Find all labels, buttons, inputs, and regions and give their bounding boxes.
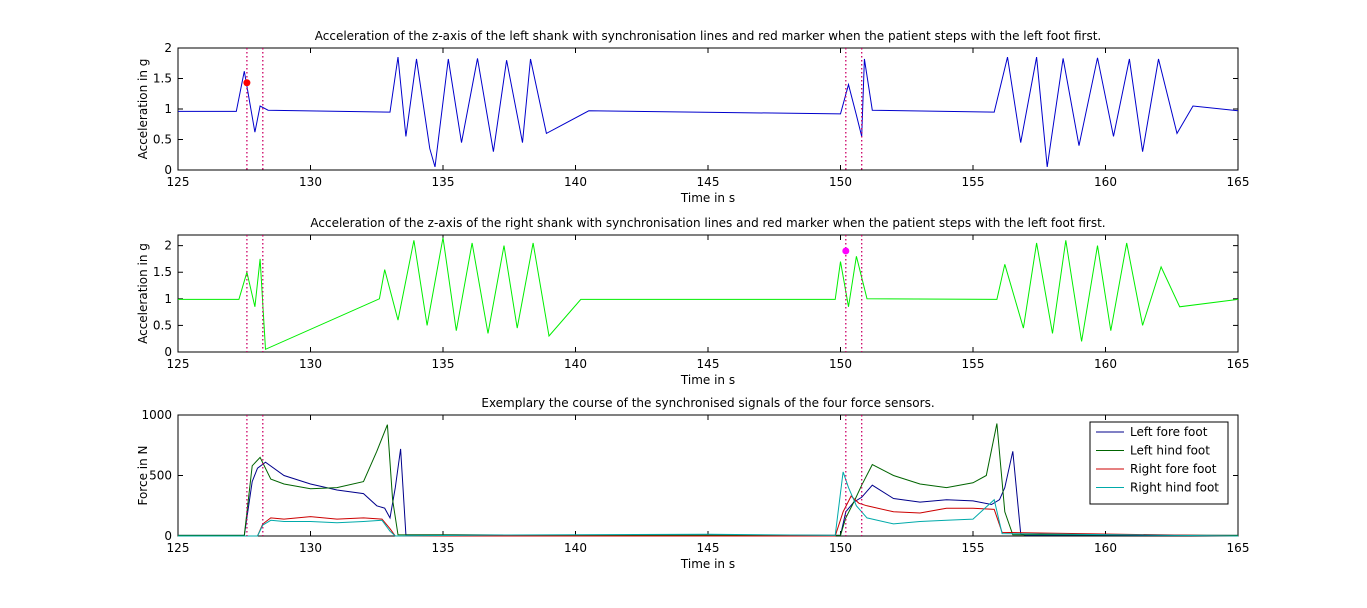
x-tick-label: 145 [697,357,720,371]
series-line-right-fore-foot [178,495,1239,537]
x-tick-label: 125 [167,541,190,555]
plot-area [177,234,1239,353]
x-tick-label: 135 [432,541,455,555]
x-tick-label: 155 [962,541,985,555]
y-tick-label: 0.5 [153,318,172,332]
x-tick-label: 165 [1227,541,1250,555]
x-tick-label: 155 [962,175,985,189]
y-tick-label: 1.5 [153,265,172,279]
y-tick-label: 0 [164,345,172,359]
x-tick-label: 140 [564,357,587,371]
x-tick-label: 130 [299,357,322,371]
x-tick-label: 135 [432,357,455,371]
x-tick-label: 130 [299,541,322,555]
y-tick-label: 1.5 [153,72,172,86]
x-tick-label: 145 [697,541,720,555]
y-axis-label: Acceleration in g [136,59,150,160]
series-line-signal [178,56,1239,168]
x-tick-label: 155 [962,357,985,371]
y-tick-label: 500 [149,469,172,483]
legend-box [1089,421,1229,505]
chart-panel-2: Acceleration of the z-axis of the right … [136,216,1249,387]
chart-title: Exemplary the course of the synchronised… [481,396,934,410]
x-tick-label: 165 [1227,175,1250,189]
x-tick-label: 140 [564,541,587,555]
y-axis-label: Force in N [136,445,150,505]
legend-label: Left fore foot [1130,425,1208,439]
series-line-right-hind-foot [178,471,1239,537]
y-tick-label: 0 [164,529,172,543]
chart-panel-1: Acceleration of the z-axis of the left s… [136,29,1249,205]
legend-label: Right fore foot [1130,462,1217,476]
x-axis-label: Time in s [680,373,735,387]
x-tick-label: 130 [299,175,322,189]
x-tick-label: 150 [829,541,852,555]
x-axis-label: Time in s [680,191,735,205]
x-tick-label: 135 [432,175,455,189]
x-tick-label: 150 [829,357,852,371]
marker-point [842,247,850,255]
y-tick-label: 1000 [141,408,172,422]
x-tick-label: 160 [1094,541,1117,555]
y-tick-label: 1 [164,102,172,116]
y-axis-label: Acceleration in g [136,243,150,344]
x-tick-label: 165 [1227,357,1250,371]
x-tick-label: 125 [167,175,190,189]
x-tick-label: 140 [564,175,587,189]
plot-area [177,414,1239,537]
y-tick-label: 0.5 [153,133,172,147]
legend: Left fore foot Left hind foot Right fore f… [1089,421,1229,505]
marker-point [243,79,251,87]
chart-title: Acceleration of the z-axis of the right … [310,216,1105,230]
series-line-left-hind-foot [178,423,1239,536]
y-tick-label: 2 [164,239,172,253]
series-line-signal [178,237,1239,351]
y-tick-label: 2 [164,41,172,55]
y-tick-label: 1 [164,292,172,306]
chart-title: Acceleration of the z-axis of the left s… [315,29,1102,43]
x-tick-label: 125 [167,357,190,371]
x-tick-label: 160 [1094,357,1117,371]
x-tick-label: 150 [829,175,852,189]
plot-area [177,47,1239,171]
legend-label: Right hind foot [1130,481,1219,495]
x-axis-label: Time in s [680,557,735,571]
x-tick-label: 160 [1094,175,1117,189]
chart-panel-3: Exemplary the course of the synchronised… [136,396,1249,571]
y-tick-label: 0 [164,163,172,177]
legend-label: Left hind foot [1130,444,1210,458]
x-tick-label: 145 [697,175,720,189]
